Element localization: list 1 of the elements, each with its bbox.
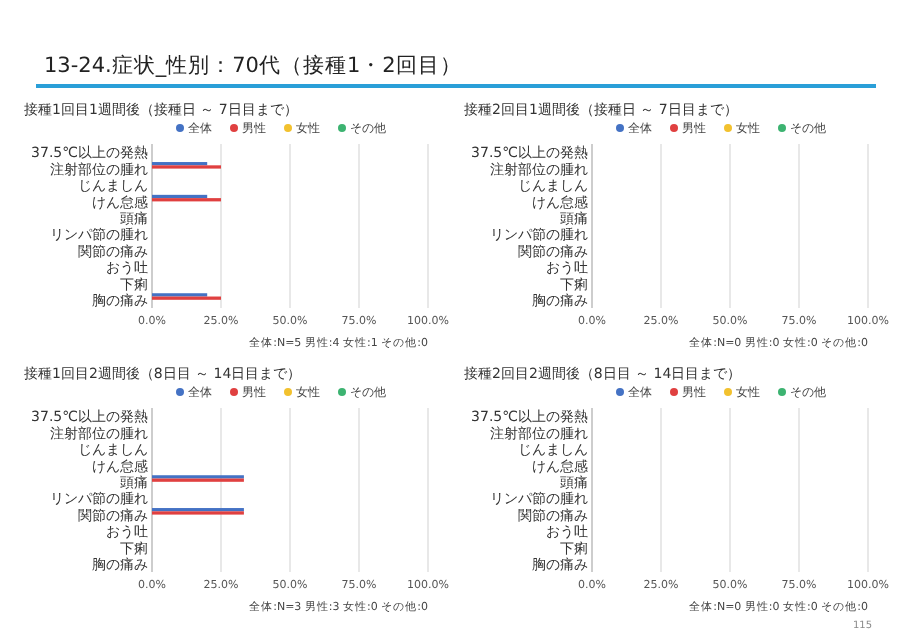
text: 13-24.症状_性別：70代（接種1・2回目） <box>44 52 462 78</box>
